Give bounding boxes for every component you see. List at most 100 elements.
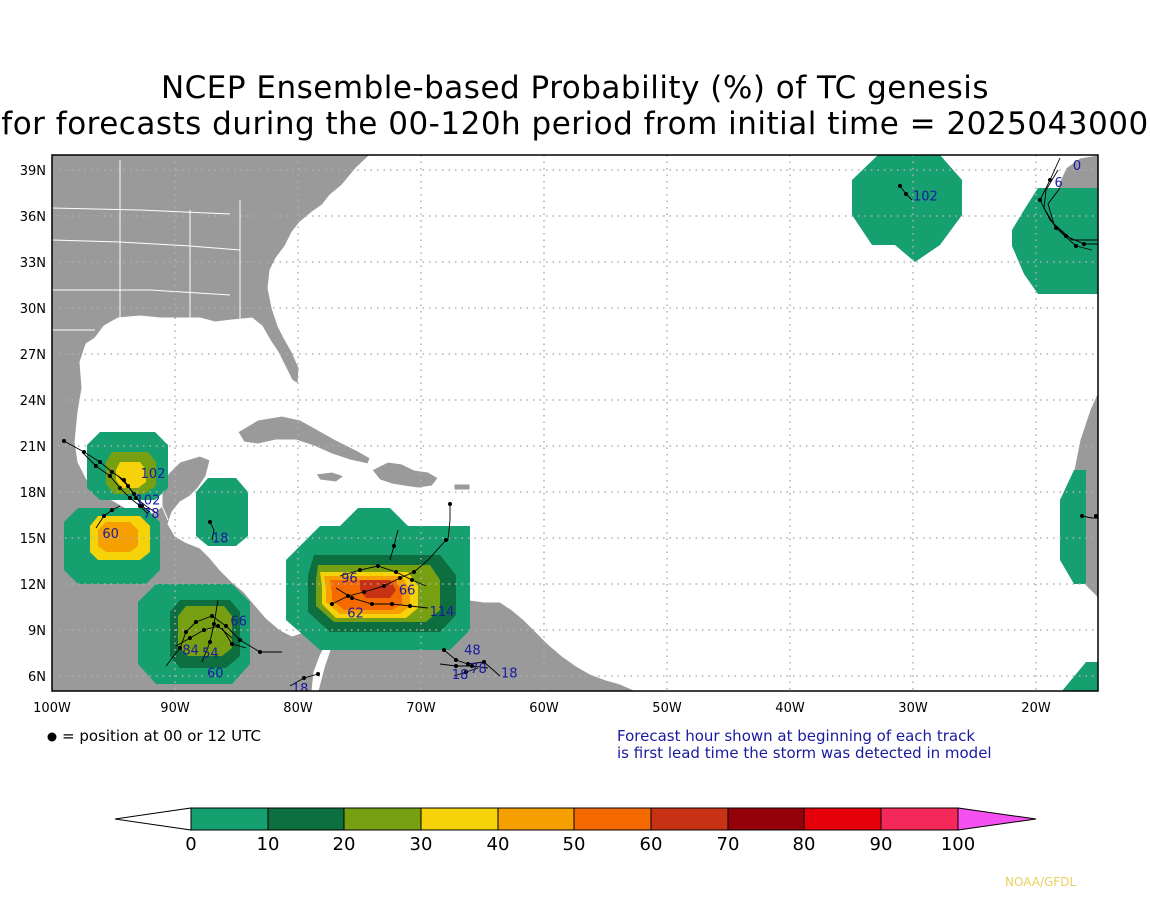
- prob-area: [1012, 188, 1098, 294]
- colorbar-box: [573, 807, 652, 831]
- prob-area: [852, 155, 962, 262]
- credit-text: NOAA/GFDL: [1005, 875, 1077, 889]
- lat-tick-label: 30N: [20, 302, 46, 317]
- lon-tick-label: 100W: [33, 701, 71, 716]
- lon-tick-label: 30W: [898, 701, 928, 716]
- storm-track: [439, 663, 489, 669]
- map-frame: [51, 154, 1099, 692]
- colorbar-box: [190, 807, 269, 831]
- lat-tick-label: 9N: [28, 624, 46, 639]
- forecast-hour-label: 78: [143, 507, 160, 522]
- prob-area: [98, 522, 138, 552]
- prob-area: [1060, 470, 1086, 584]
- colorbar-box: [727, 807, 805, 831]
- colorbar-low-arrow: [114, 807, 192, 831]
- lon-axis: 100W 90W 80W 70W 60W 50W 40W 30W 20W: [33, 701, 1051, 716]
- lon-tick-label: 60W: [529, 701, 559, 716]
- colorbar-tick-label: 30: [410, 834, 433, 855]
- lon-tick-label: 40W: [775, 701, 805, 716]
- forecast-hour-label: 60: [207, 667, 224, 682]
- forecast-hour-label: 18: [212, 532, 229, 547]
- lat-tick-label: 21N: [20, 440, 46, 455]
- lon-tick-label: 20W: [1021, 701, 1051, 716]
- forecast-hour-label: 18: [452, 668, 469, 683]
- graticule: [52, 155, 1098, 691]
- forecast-hour-label: 96: [341, 572, 358, 587]
- forecast-hour-label: 48: [464, 644, 481, 659]
- colorbar-box: [343, 807, 422, 831]
- lat-tick-label: 33N: [20, 256, 46, 271]
- prob-area: [196, 478, 248, 546]
- forecast-hour-label: 60: [102, 527, 119, 542]
- colorbar-tick-label: 50: [563, 834, 586, 855]
- lat-tick-label: 18N: [20, 486, 46, 501]
- forecast-hour-label: 6: [1055, 176, 1063, 191]
- forecast-hour-note-line-1: Forecast hour shown at beginning of each…: [617, 727, 976, 745]
- lat-tick-label: 36N: [20, 210, 46, 225]
- position-dots: [62, 178, 1098, 680]
- storm-tracks: [63, 157, 1098, 687]
- storm-track: [1047, 187, 1098, 241]
- forecast-hour-label: 66: [230, 614, 247, 629]
- storm-track: [331, 539, 447, 605]
- lat-tick-label: 27N: [20, 348, 46, 363]
- land-jamaica: [315, 471, 346, 483]
- storm-track: [339, 565, 427, 587]
- political-borders: [52, 160, 241, 549]
- colorbar-tick-label: 80: [793, 834, 816, 855]
- position-legend-text: = position at 00 or 12 UTC: [62, 727, 261, 745]
- forecast-hour-label: 0: [1073, 159, 1081, 174]
- forecast-hour-label: 18: [292, 682, 309, 697]
- storm-track: [1043, 169, 1093, 251]
- colorbar-box: [420, 807, 499, 831]
- colorbar-tick-label: 20: [333, 834, 356, 855]
- forecast-hour-label: 66: [399, 584, 416, 599]
- forecast-hour-label: 54: [202, 647, 219, 662]
- forecast-hour-label: 18: [501, 667, 518, 682]
- colorbar-tick-label: 90: [870, 834, 893, 855]
- forecast-hour-label: 114: [430, 605, 455, 620]
- colorbar-box: [650, 807, 729, 831]
- land-puerto-rico: [453, 483, 471, 491]
- storm-track: [209, 521, 215, 541]
- lat-tick-label: 15N: [20, 532, 46, 547]
- colorbar-labels: 0 10 20 30 40 50 60 70 80 90 100: [185, 834, 975, 855]
- lon-tick-label: 80W: [283, 701, 313, 716]
- forecast-hour-label: 102: [141, 467, 166, 482]
- colorbar-box: [267, 807, 345, 831]
- forecast-hour-label: 78: [470, 662, 487, 677]
- storm-track: [447, 504, 451, 541]
- forecast-hour-label: 62: [347, 607, 364, 622]
- forecast-hour-note-line-2: is first lead time the storm was detecte…: [617, 744, 992, 762]
- forecast-hour-label: 84: [182, 644, 199, 659]
- lat-tick-label: 12N: [20, 578, 46, 593]
- title-line-2: for forecasts during the 00-120h period …: [1, 106, 1149, 142]
- lon-tick-label: 90W: [160, 701, 190, 716]
- forecast-hour-label: 102: [136, 493, 161, 508]
- lon-tick-label: 50W: [652, 701, 682, 716]
- land-cuba: [237, 415, 371, 465]
- colorbar-tick-label: 10: [257, 834, 280, 855]
- colorbar-box: [803, 807, 882, 831]
- storm-track: [95, 505, 121, 529]
- colorbar-tick-label: 60: [640, 834, 663, 855]
- colorbar-tick-label: 70: [717, 834, 740, 855]
- colorbar-box: [497, 807, 575, 831]
- lat-axis: 39N 36N 33N 30N 27N 24N 21N 18N 15N 12N …: [20, 164, 46, 685]
- colorbar-tick-label: 0: [185, 834, 196, 855]
- lat-tick-label: 39N: [20, 164, 46, 179]
- lon-tick-label: 70W: [406, 701, 436, 716]
- title-line-1: NCEP Ensemble-based Probability (%) of T…: [160, 70, 990, 106]
- colorbar: [114, 807, 1037, 831]
- storm-track: [201, 599, 219, 663]
- colorbar-high-arrow: [957, 807, 1037, 831]
- lat-tick-label: 6N: [28, 670, 46, 685]
- colorbar-tick-label: 40: [487, 834, 510, 855]
- colorbar-box: [880, 807, 959, 831]
- colorbar-tick-label: 100: [941, 834, 975, 855]
- position-legend-dot: [47, 732, 57, 742]
- lat-tick-label: 24N: [20, 394, 46, 409]
- forecast-hour-label: 102: [913, 190, 938, 205]
